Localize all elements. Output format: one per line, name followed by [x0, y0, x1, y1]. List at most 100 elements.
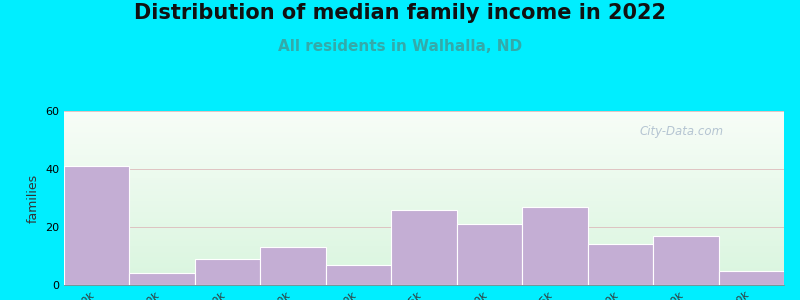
- Bar: [64, 180, 784, 181]
- Bar: [64, 148, 784, 149]
- Bar: [64, 125, 784, 126]
- Bar: [64, 168, 784, 169]
- Bar: [195, 259, 260, 285]
- Bar: [64, 166, 784, 167]
- Bar: [64, 114, 784, 115]
- Bar: [64, 268, 784, 269]
- Bar: [64, 131, 784, 132]
- Bar: [64, 132, 784, 133]
- Bar: [64, 127, 784, 128]
- Bar: [64, 185, 784, 186]
- Bar: [64, 250, 784, 251]
- Bar: [64, 251, 784, 252]
- Bar: [64, 269, 784, 270]
- Bar: [64, 214, 784, 215]
- Bar: [64, 235, 784, 236]
- Bar: [64, 144, 784, 145]
- Bar: [64, 245, 784, 246]
- Bar: [64, 238, 784, 239]
- Bar: [64, 237, 784, 238]
- Bar: [64, 201, 784, 202]
- Bar: [64, 156, 784, 157]
- Bar: [653, 236, 718, 285]
- Bar: [64, 277, 784, 278]
- Bar: [64, 120, 784, 121]
- Bar: [64, 225, 784, 226]
- Bar: [64, 217, 784, 218]
- Bar: [64, 166, 130, 285]
- Bar: [64, 196, 784, 197]
- Bar: [64, 147, 784, 148]
- Bar: [64, 146, 784, 147]
- Bar: [64, 262, 784, 263]
- Bar: [64, 275, 784, 276]
- Bar: [64, 248, 784, 249]
- Bar: [64, 175, 784, 176]
- Bar: [64, 145, 784, 146]
- Bar: [64, 186, 784, 187]
- Bar: [64, 140, 784, 141]
- Bar: [64, 227, 784, 228]
- Bar: [64, 191, 784, 192]
- Bar: [64, 204, 784, 205]
- Bar: [64, 231, 784, 232]
- Bar: [64, 223, 784, 224]
- Bar: [64, 240, 784, 241]
- Bar: [64, 143, 784, 144]
- Bar: [64, 152, 784, 153]
- Bar: [64, 272, 784, 273]
- Bar: [64, 236, 784, 237]
- Bar: [64, 199, 784, 200]
- Bar: [64, 255, 784, 256]
- Bar: [64, 195, 784, 196]
- Bar: [64, 281, 784, 282]
- Bar: [64, 234, 784, 235]
- Bar: [64, 220, 784, 221]
- Bar: [64, 274, 784, 275]
- Bar: [64, 134, 784, 135]
- Bar: [64, 266, 784, 267]
- Bar: [64, 221, 784, 222]
- Bar: [64, 190, 784, 191]
- Bar: [64, 182, 784, 183]
- Bar: [64, 207, 784, 208]
- Bar: [64, 202, 784, 203]
- Bar: [64, 279, 784, 280]
- Bar: [64, 160, 784, 161]
- Bar: [64, 113, 784, 114]
- Bar: [64, 239, 784, 240]
- Bar: [64, 174, 784, 175]
- Bar: [64, 208, 784, 209]
- Bar: [64, 170, 784, 171]
- Bar: [64, 258, 784, 259]
- Bar: [64, 173, 784, 174]
- Bar: [64, 215, 784, 216]
- Bar: [64, 171, 784, 172]
- Bar: [64, 165, 784, 166]
- Bar: [64, 184, 784, 185]
- Bar: [64, 193, 784, 194]
- Bar: [64, 187, 784, 188]
- Text: City-Data.com: City-Data.com: [640, 125, 724, 138]
- Bar: [64, 160, 784, 161]
- Bar: [64, 130, 784, 131]
- Bar: [64, 151, 784, 152]
- Bar: [64, 177, 784, 178]
- Bar: [64, 121, 784, 122]
- Bar: [64, 219, 784, 220]
- Bar: [64, 136, 784, 137]
- Bar: [64, 229, 784, 230]
- Bar: [326, 265, 391, 285]
- Bar: [64, 230, 784, 231]
- Bar: [64, 179, 784, 180]
- Bar: [64, 206, 784, 207]
- Bar: [64, 135, 784, 136]
- Bar: [457, 224, 522, 285]
- Bar: [64, 247, 784, 248]
- Bar: [64, 139, 784, 140]
- Bar: [64, 141, 784, 142]
- Bar: [64, 267, 784, 268]
- Bar: [64, 142, 784, 143]
- Bar: [64, 119, 784, 120]
- Bar: [64, 249, 784, 250]
